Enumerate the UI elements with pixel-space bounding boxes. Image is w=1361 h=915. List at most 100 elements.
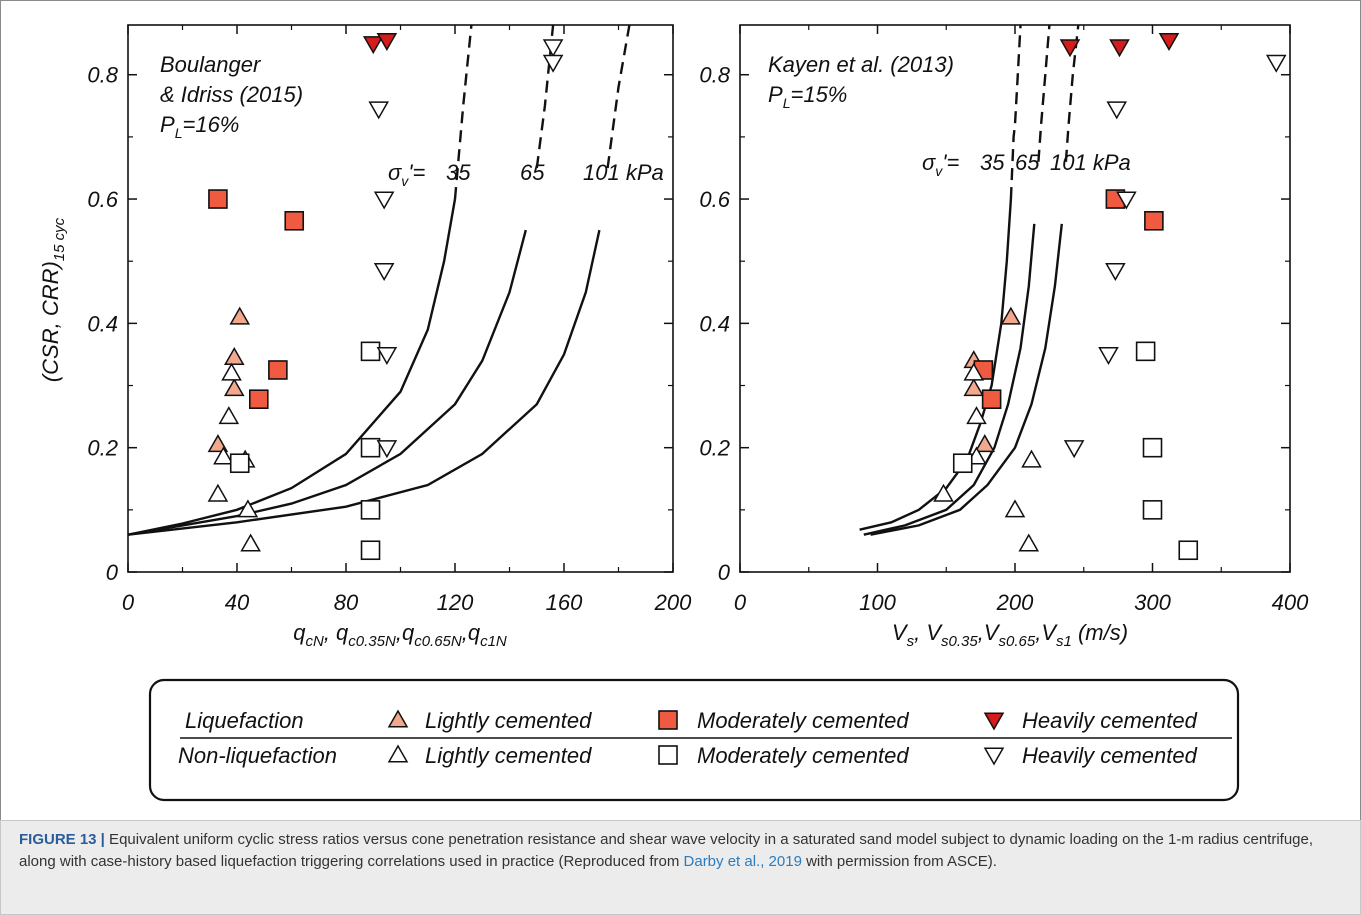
right-annotation-pl-sub: L: [783, 95, 791, 111]
legend-group-liquefaction: Liquefaction: [185, 708, 304, 733]
right-ytick-label: 0.4: [699, 311, 730, 336]
left-curve-label-101: 101 kPa: [583, 160, 664, 185]
left-x-axis-label-part: c0.65N: [414, 633, 462, 650]
left-ytick-label: 0.2: [87, 436, 118, 461]
right-marker-triangle-down: [1059, 39, 1081, 58]
right-annotation-pl: PL=15%: [768, 82, 847, 111]
right-ytick-label: 0.2: [699, 436, 730, 461]
right-annotation-author: Kayen et al. (2013): [768, 52, 954, 77]
right-xtick-label: 300: [1134, 590, 1171, 615]
left-marker-triangle-down: [376, 440, 398, 459]
left-marker-triangle-up: [221, 362, 242, 381]
legend-group-non-liquefaction: Non-liquefaction: [178, 743, 337, 768]
left-x-axis-label-part: q: [293, 620, 306, 645]
right-marker-square: [981, 389, 1002, 409]
legend-label-liq-2: Heavily cemented: [1022, 708, 1198, 733]
left-annotation-pl-value: =16%: [182, 112, 239, 137]
right-x-axis-label-part: ,V: [1035, 620, 1058, 645]
right-marker-triangle-up: [933, 483, 954, 502]
right-marker-triangle-up: [1000, 306, 1022, 325]
right-xtick-label: 400: [1272, 590, 1309, 615]
left-marker-square: [360, 500, 381, 520]
right-marker-triangle-down: [1106, 101, 1128, 120]
right-marker-square: [1142, 437, 1163, 458]
left-marker-triangle-down: [373, 191, 395, 210]
left-x-axis-label-part: cN: [305, 633, 324, 650]
left-curve-65: [128, 229, 527, 536]
left-marker-triangle-up: [213, 446, 234, 465]
left-xtick-label: 80: [334, 590, 359, 615]
right-curve-label-65: 65: [1015, 150, 1040, 175]
legend-label-nonliq-2: Heavily cemented: [1022, 743, 1198, 768]
caption-label: FIGURE 13 |: [19, 831, 105, 848]
right-marker-square: [1135, 341, 1156, 362]
left-x-axis-label-part: c0.35N: [348, 633, 396, 650]
left-ytick-label: 0.8: [87, 63, 118, 88]
legend-label-liq-1: Moderately cemented: [697, 708, 909, 733]
legend-marker-liq-triangle-up: [387, 709, 409, 728]
right-marker-triangle-down: [1063, 440, 1085, 459]
left-marker-triangle-up: [229, 306, 251, 325]
left-marker-square: [360, 540, 381, 561]
left-marker-triangle-up: [223, 378, 245, 397]
figure-caption: FIGURE 13 | Equivalent uniform cyclic st…: [19, 829, 1344, 873]
left-x-axis-label-part: ,q: [396, 620, 415, 645]
right-chart: 0 100 200 300 400 0 0.2 0.4 0.6 0.8 Kayen et al. (…: [699, 24, 1309, 650]
caption-text-end: with permission from ASCE).: [801, 853, 997, 870]
right-marker-square: [1144, 211, 1164, 231]
right-x-axis-label-part: s1: [1056, 633, 1072, 650]
left-marker-triangle-down: [373, 263, 395, 282]
left-stress-sub: v: [401, 173, 409, 189]
right-xtick-label: 0: [734, 590, 747, 615]
left-curve-label-65: 65: [520, 160, 545, 185]
legend-marker-liq-triangle-down: [983, 712, 1005, 731]
left-marker-triangle-up: [237, 499, 259, 518]
left-marker-triangle-up: [207, 434, 229, 453]
left-marker-triangle-up: [223, 347, 245, 366]
right-stress-label: σv'=: [922, 150, 959, 179]
left-marker-triangle-down: [368, 101, 389, 120]
left-xtick-label: 200: [654, 590, 692, 615]
left-curve-label-35: 35: [446, 160, 471, 185]
legend: Liquefaction Non-liquefaction Lightly ceme…: [148, 678, 1240, 802]
right-marker-triangle-up: [963, 362, 985, 381]
left-stress-label: σv'=: [388, 160, 425, 189]
right-marker-triangle-up: [974, 434, 996, 453]
left-ytick-label: 0.4: [87, 311, 118, 336]
left-xtick-label: 40: [225, 590, 250, 615]
left-annotation-year: & Idriss (2015): [160, 82, 303, 107]
left-marker-square: [208, 189, 228, 209]
right-marker-triangle-down: [1109, 39, 1130, 58]
right-marker-triangle-down: [1158, 33, 1180, 52]
right-x-axis-label-part: V: [892, 620, 909, 645]
left-axes-frame: [127, 24, 674, 573]
left-marker-square: [360, 341, 381, 362]
left-xtick-label: 160: [546, 590, 583, 615]
left-curves: [128, 25, 631, 536]
legend-marker-nonliq-triangle-up: [387, 744, 409, 763]
left-marker-triangle-down: [376, 346, 398, 365]
right-axes-frame: [739, 24, 1291, 573]
right-marker-triangle-up: [966, 406, 987, 425]
left-curve-dashed-101-kPa: [606, 25, 631, 169]
left-x-axis-label-part: c1N: [480, 633, 507, 650]
caption-box: FIGURE 13 | Equivalent uniform cyclic st…: [0, 820, 1361, 915]
left-marker-square: [229, 453, 250, 474]
right-xtick-label: 200: [996, 590, 1034, 615]
left-marker-triangle-down: [542, 54, 564, 73]
right-ytick-label: 0: [718, 560, 731, 585]
right-stress-sub: v: [935, 163, 943, 179]
right-annotation-pl-value: =15%: [790, 82, 847, 107]
y-axis-label: (CSR, CRR)15 cyc: [38, 217, 68, 382]
right-curve-65: [863, 223, 1036, 536]
right-curve-label-35: 35: [980, 150, 1005, 175]
right-x-axis-label-part: s0.35: [941, 633, 978, 650]
caption-link[interactable]: Darby et al., 2019: [683, 853, 802, 870]
legend-marker-nonliq-triangle-down: [983, 747, 1005, 766]
left-stress-eq: '=: [408, 160, 425, 185]
left-marker-triangle-down: [362, 36, 384, 55]
right-curve-label-101: 101 kPa: [1050, 150, 1131, 175]
left-marker-triangle-up: [240, 533, 261, 552]
right-marker-triangle-up: [1018, 533, 1040, 552]
right-marker-square: [952, 453, 973, 474]
